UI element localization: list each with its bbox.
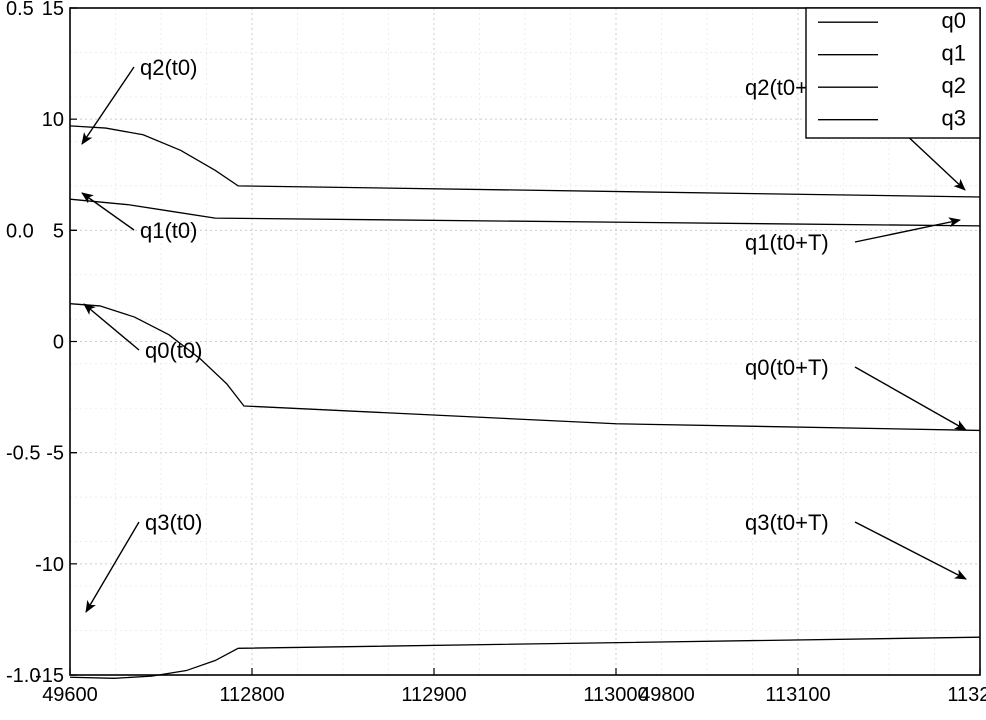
legend: q0 q1 q2 q3 [806, 8, 980, 138]
legend-item-label: q2 [942, 73, 966, 98]
annotation-label: q1(t0) [140, 218, 197, 243]
y-inner-tick-label: -10 [35, 554, 64, 576]
x-tick-label: 112900 [401, 684, 466, 706]
legend-item-label: q3 [942, 106, 966, 131]
chart-svg: q2(t0)q1(t0)q0(t0)q3(t0)q2(t0+T)q1(t0+T)… [0, 0, 986, 720]
x-tick-label: 49600 [42, 684, 98, 706]
annotation-label: q2(t0) [140, 55, 197, 80]
annotation-label: q0(t0) [145, 338, 202, 363]
y-outer-tick-label: -0.5 [6, 443, 40, 465]
x-tick-label: 113200 [947, 684, 986, 706]
legend-item-label: q0 [942, 8, 966, 33]
y-inner-tick-label: 10 [42, 109, 64, 131]
y-inner-tick-label: 0 [53, 332, 64, 354]
annotation-label: q3(t0) [145, 510, 202, 535]
y-outer-tick-label: 0.5 [6, 0, 34, 20]
annotation-label: q0(t0+T) [745, 355, 829, 380]
chart-container: q2(t0)q1(t0)q0(t0)q3(t0)q2(t0+T)q1(t0+T)… [0, 0, 986, 720]
y-outer-tick-label: -1.0 [6, 665, 40, 687]
x-secondary-tick-label: 49800 [639, 684, 695, 706]
x-tick-label: 112800 [219, 684, 284, 706]
y-inner-tick-label: 5 [53, 220, 64, 242]
x-tick-label: 113100 [765, 684, 830, 706]
y-outer-tick-label: 0.0 [6, 220, 34, 242]
annotation-label: q3(t0+T) [745, 510, 829, 535]
legend-item-label: q1 [942, 41, 966, 66]
annotation-label: q1(t0+T) [745, 230, 829, 255]
y-inner-tick-label: 15 [42, 0, 64, 20]
y-inner-tick-label: -5 [46, 443, 64, 465]
